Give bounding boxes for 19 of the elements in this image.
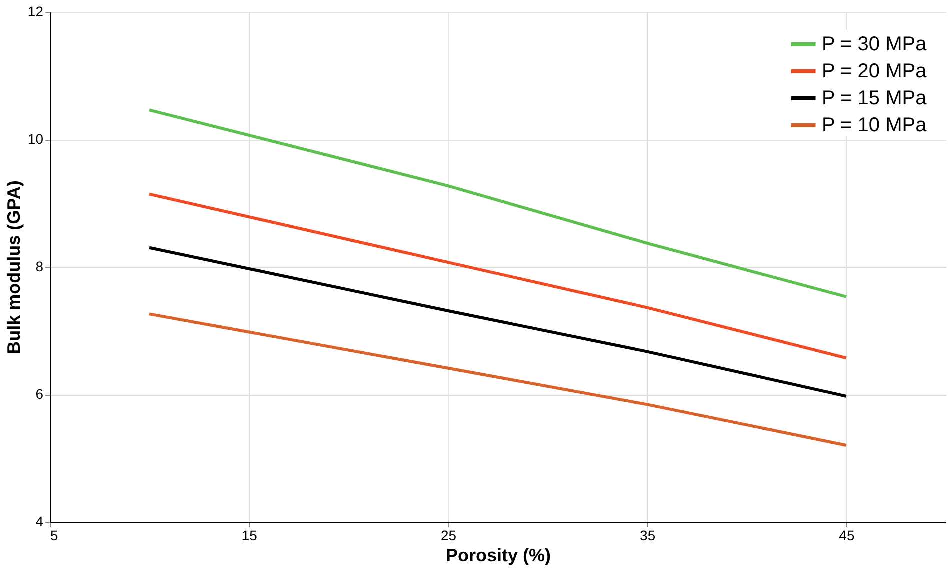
y-axis-title: Bulk modulus (GPA) bbox=[4, 180, 24, 354]
x-tick-label: 35 bbox=[640, 528, 656, 544]
line-series bbox=[148, 312, 848, 447]
y-tick-label: 4 bbox=[36, 514, 44, 530]
y-tick-label: 8 bbox=[36, 258, 44, 274]
line-series bbox=[148, 192, 848, 360]
legend-label: P = 15 MPa bbox=[822, 88, 928, 110]
legend-label: P = 20 MPa bbox=[822, 60, 928, 82]
x-tick-label: 15 bbox=[242, 528, 258, 544]
x-axis-title: Porosity (%) bbox=[446, 546, 552, 566]
y-tick-label: 6 bbox=[36, 386, 44, 402]
x-tick-label: 5 bbox=[50, 528, 58, 544]
legend-label: P = 30 MPa bbox=[822, 34, 928, 56]
legend-label: P = 10 MPa bbox=[822, 114, 928, 136]
y-tick-label: 12 bbox=[28, 4, 44, 20]
x-tick-label: 25 bbox=[440, 528, 457, 544]
x-tick-label: 45 bbox=[839, 528, 855, 544]
line-series bbox=[148, 246, 848, 398]
y-tick-label: 10 bbox=[28, 131, 44, 147]
